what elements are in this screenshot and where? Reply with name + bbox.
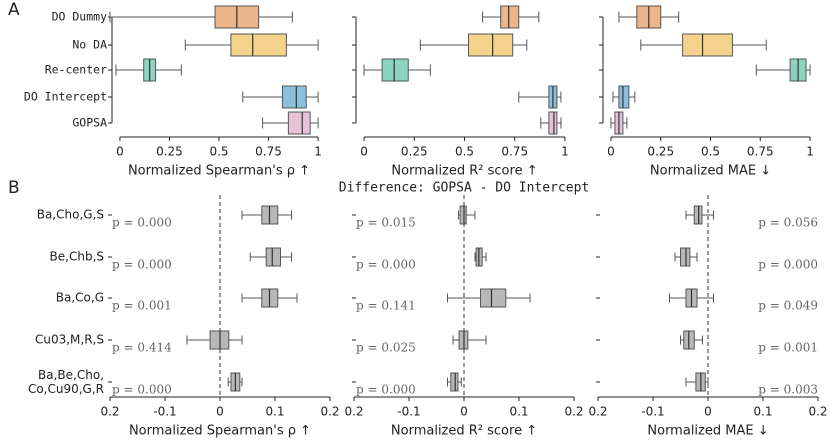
x-tick-label: 0.2	[808, 405, 827, 419]
x-tick-label: 0.2	[100, 405, 119, 419]
x-tick-label: -0.1	[153, 405, 176, 419]
p-value: p = 0.414	[112, 341, 172, 355]
y-tick-label: Be,Chb,S	[50, 250, 104, 264]
x-axis-label: Normalized MAE ↓	[647, 424, 768, 439]
x-tick-label: -0.1	[641, 405, 664, 419]
x-tick-label: 0.25	[401, 145, 428, 159]
box	[230, 33, 287, 57]
p-value: p = 0.001	[758, 341, 818, 355]
box	[287, 111, 311, 135]
y-tick-label: DO Intercept	[24, 90, 107, 104]
x-axis-label: Normalized Spearman's ρ ↑	[128, 164, 310, 179]
x-tick-label: 0	[216, 405, 224, 419]
x-tick-label: 0.5	[455, 145, 474, 159]
p-value: p = 0.000	[758, 258, 818, 272]
box	[500, 5, 520, 29]
x-axis-label: Normalized MAE ↓	[650, 164, 771, 179]
box	[548, 111, 558, 135]
x-tick-label: 0.1	[509, 405, 528, 419]
x-tick-label: 0.75	[747, 145, 774, 159]
x-tick-label: 0.25	[647, 145, 674, 159]
p-value: p = 0.000	[112, 383, 172, 397]
x-tick-label: 0	[460, 405, 468, 419]
box	[682, 33, 733, 57]
y-tick-label: Ba,Be,Cho, Co,Cu90,G,R	[28, 368, 104, 396]
x-axis-label: Normalized R² score ↑	[391, 424, 537, 439]
x-tick-label: 0.1	[265, 405, 284, 419]
x-tick-label: 0.2	[588, 405, 607, 419]
panel-label: B	[8, 178, 20, 198]
box	[381, 58, 409, 82]
box	[468, 33, 514, 57]
x-axis-label: Normalized Spearman's ρ ↑	[129, 424, 311, 439]
box	[680, 247, 691, 267]
x-tick-label: 1	[561, 145, 569, 159]
p-value: p = 0.000	[356, 383, 416, 397]
p-value: p = 0.056	[758, 216, 818, 230]
y-tick-label: Ba,Cho,G,S	[37, 208, 104, 222]
box	[281, 85, 307, 109]
y-tick-label: GOPSA	[72, 116, 107, 130]
x-tick-label: 0.5	[209, 145, 228, 159]
panel-label: A	[8, 0, 20, 20]
x-tick-label: 0	[704, 405, 712, 419]
y-tick-label: No DA	[72, 38, 107, 52]
p-value: p = 0.025	[356, 341, 416, 355]
y-tick-label: Cu03,M,R,S	[35, 333, 104, 347]
x-tick-label: 0.2	[344, 405, 363, 419]
panel-title: Difference: GOPSA - DO Intercept	[339, 181, 589, 196]
x-axis-label: Normalized R² score ↑	[391, 164, 537, 179]
x-tick-label: 0.25	[156, 145, 183, 159]
y-tick-label: Ba,Co,G	[56, 291, 104, 305]
x-tick-label: 0.2	[564, 405, 583, 419]
p-value: p = 0.015	[356, 216, 416, 230]
y-tick-label: DO Dummy	[52, 10, 107, 24]
x-tick-label: 0	[116, 145, 124, 159]
box	[265, 247, 282, 267]
x-tick-label: 0.75	[501, 145, 528, 159]
x-tick-label: 1	[314, 145, 322, 159]
p-value: p = 0.001	[112, 299, 172, 313]
box	[450, 372, 459, 392]
p-value: p = 0.000	[356, 258, 416, 272]
x-tick-label: 0	[360, 145, 368, 159]
y-tick-label: Re-center	[45, 63, 107, 77]
x-tick-label: 0.5	[701, 145, 720, 159]
x-tick-label: 0.1	[753, 405, 772, 419]
x-tick-label: 1	[806, 145, 814, 159]
p-value: p = 0.000	[112, 216, 172, 230]
p-value: p = 0.000	[112, 258, 172, 272]
p-value: p = 0.003	[758, 383, 818, 397]
box	[480, 288, 507, 308]
box	[618, 85, 630, 109]
box	[459, 205, 467, 225]
p-value: p = 0.049	[758, 299, 818, 313]
x-tick-label: -0.1	[397, 405, 420, 419]
p-value: p = 0.141	[356, 299, 416, 313]
x-tick-label: 0.2	[320, 405, 339, 419]
x-tick-label: 0.75	[255, 145, 282, 159]
x-tick-label: 0	[607, 145, 615, 159]
